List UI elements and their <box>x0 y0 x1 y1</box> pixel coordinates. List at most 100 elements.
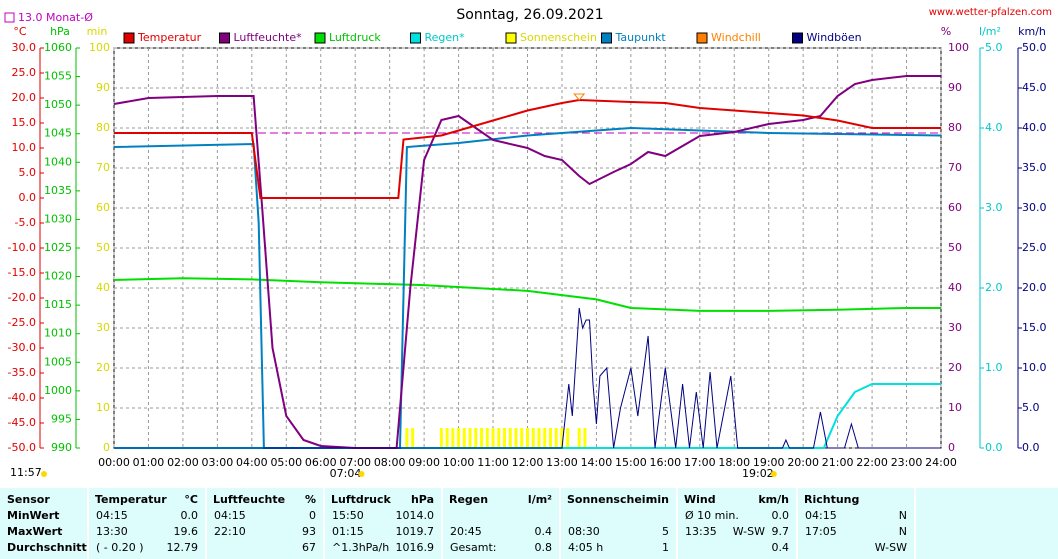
x-tick-label: 16:00 <box>649 456 681 469</box>
sun-icon <box>41 471 47 477</box>
legend-swatch <box>601 32 612 44</box>
column-header: Sonnenschein <box>567 493 653 506</box>
table-cell: 04:15 <box>96 509 128 522</box>
tick-label: 1.0 <box>985 361 1003 374</box>
tick-label: 995 <box>51 412 72 425</box>
tick-label: 0.0 <box>19 191 37 204</box>
x-tick-label: 10:00 <box>443 456 475 469</box>
tick-label: 0.0 <box>985 441 1003 454</box>
sunshine-bar <box>526 428 529 448</box>
column-unit: °C <box>184 493 198 506</box>
stats-table: Sensor Temperatur °C Luftfeuchte% Luftdruck h… <box>0 488 1058 559</box>
tick-label: 1000 <box>44 384 72 397</box>
sunshine-bar <box>537 428 541 448</box>
row-label: Durchschnitt <box>7 541 87 554</box>
column-header: Wind <box>684 493 716 506</box>
x-tick-label: 14:00 <box>581 456 613 469</box>
x-tick-label: 04:00 <box>236 456 268 469</box>
tick-label: 40 <box>948 281 962 294</box>
tick-label: 80 <box>96 121 110 134</box>
tick-label: 20 <box>948 361 962 374</box>
legend-label: Taupunkt <box>615 31 667 44</box>
tick-label: 30 <box>948 321 962 334</box>
table-cell: Ø 10 min. <box>685 509 739 522</box>
tick-label: 5.0 <box>985 41 1003 54</box>
x-tick-label: 02:00 <box>167 456 199 469</box>
tick-label: 1025 <box>44 241 72 254</box>
chart-title: Sonntag, 26.09.2021 <box>456 7 603 23</box>
tick-label: 20 <box>96 361 110 374</box>
tick-label: 70 <box>96 161 110 174</box>
legend-label: Windböen <box>807 31 862 44</box>
table-cell: 0.0 <box>772 509 790 522</box>
table-cell: 15:50 <box>332 509 364 522</box>
tick-label: -10.0 <box>8 241 36 254</box>
sunshine-bar <box>462 428 466 448</box>
tick-label: 15.0 <box>12 116 37 129</box>
tick-label: 50 <box>948 241 962 254</box>
table-bg <box>0 488 1058 559</box>
tick-label: 100 <box>948 41 969 54</box>
legend-label: Luftdruck <box>329 31 381 44</box>
table-cell: 20:45 <box>450 525 482 538</box>
sunshine-bar <box>566 428 570 448</box>
axis-title: l/m² <box>979 25 1001 38</box>
sunshine-bar <box>480 428 484 448</box>
max-marker <box>573 93 586 101</box>
sunshine-bar <box>411 428 415 448</box>
table-cell: 1016.9 <box>396 541 435 554</box>
axis-title: min <box>87 25 108 38</box>
tick-label: 20.0 <box>12 91 37 104</box>
table-cell: 13:35 <box>685 525 717 538</box>
tick-label: -5.0 <box>15 216 36 229</box>
legend-swatch <box>314 32 326 44</box>
table-cell: 93 <box>302 525 316 538</box>
sunshine-bar <box>531 428 535 448</box>
tick-label: 20.0 <box>1022 281 1047 294</box>
table-cell: ( - 0.20 ) <box>96 541 144 554</box>
table-cell: N <box>899 525 907 538</box>
sun-icon <box>358 471 365 477</box>
tick-label: 10 <box>948 401 962 414</box>
tick-label: -30.0 <box>8 341 36 354</box>
reference-icon <box>4 12 15 23</box>
table-cell: 12.79 <box>167 541 199 554</box>
tick-label: 60 <box>96 201 110 214</box>
table-cell: 1014.0 <box>396 509 435 522</box>
tick-label: 100 <box>89 41 110 54</box>
axis-title: km/h <box>1018 25 1046 38</box>
tick-label: 10 <box>96 401 110 414</box>
x-tick-label: 08:00 <box>374 456 406 469</box>
tick-label: 990 <box>51 441 72 454</box>
x-tick-label: 01:00 <box>133 456 165 469</box>
sunshine-bar <box>554 428 558 448</box>
table-cell: 08:30 <box>568 525 600 538</box>
tick-label: -45.0 <box>8 416 36 429</box>
x-tick-label: 07:00 <box>339 456 371 469</box>
sunshine-bar <box>491 428 495 448</box>
table-cell: 22:10 <box>214 525 246 538</box>
table-cell: 0.0 <box>181 509 199 522</box>
table-cell: ^1.3hPa/h <box>332 541 389 554</box>
table-cell: Gesamt: <box>450 541 497 554</box>
tick-label: 1055 <box>44 70 72 83</box>
tick-label: 25.0 <box>12 66 37 79</box>
series-line <box>113 75 941 449</box>
sunshine-bar <box>474 428 478 448</box>
column-unit: l/m² <box>528 493 552 506</box>
legend-swatch <box>123 32 135 44</box>
sunshine-bar <box>514 428 518 448</box>
tick-label: 30.0 <box>1022 201 1047 214</box>
sunshine-bar <box>451 428 455 448</box>
sunshine-bar <box>439 428 443 448</box>
table-cell: 5 <box>662 525 669 538</box>
tick-label: 1040 <box>44 155 72 168</box>
x-tick-label: 24:00 <box>925 456 957 469</box>
tick-label: -20.0 <box>8 291 36 304</box>
legend-swatch <box>792 32 803 44</box>
tick-label: 5.0 <box>1022 401 1040 414</box>
x-tick-label: 20:00 <box>787 456 819 469</box>
tick-label: 70 <box>948 161 962 174</box>
table-cell: W-SW <box>733 525 765 538</box>
